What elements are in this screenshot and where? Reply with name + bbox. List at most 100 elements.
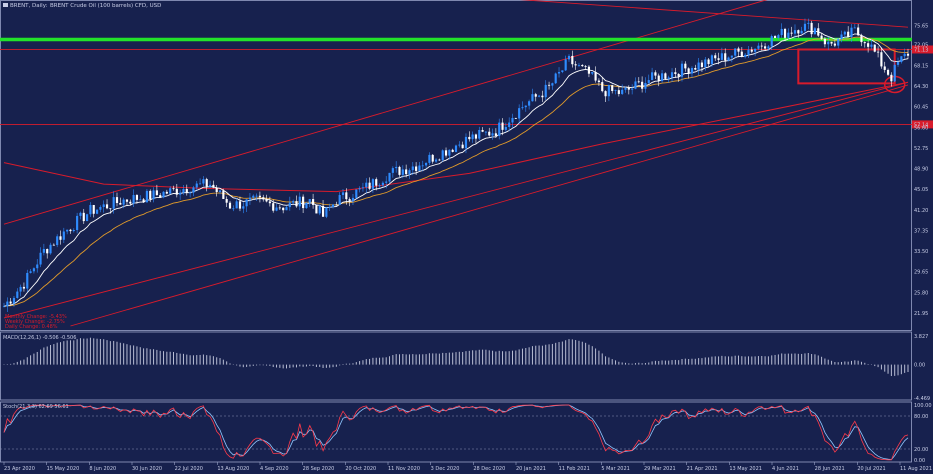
macd-bar: [402, 353, 404, 365]
macd-bar: [731, 356, 733, 365]
macd-bar: [631, 363, 633, 365]
macd-bar: [854, 360, 856, 365]
macd-bar: [53, 344, 55, 365]
candle-body: [594, 71, 597, 81]
candle-body: [298, 196, 301, 207]
candle-body: [132, 195, 135, 204]
candle-body: [740, 51, 743, 57]
fast-ma-line: [3, 30, 909, 307]
macd-bar: [538, 345, 540, 365]
candle-body: [820, 35, 823, 39]
macd-bar: [535, 345, 537, 365]
candle-body: [46, 248, 49, 254]
candle-body: [657, 75, 660, 82]
candle-body: [368, 182, 371, 189]
candle-body: [335, 204, 338, 206]
macd-bar: [618, 361, 620, 365]
macd-bar: [817, 355, 819, 365]
candle-body: [867, 43, 870, 47]
macd-bar: [159, 350, 161, 365]
candle-body: [391, 168, 394, 173]
macd-bar: [76, 339, 78, 365]
date-tick-label: 28 Dec 2020: [473, 466, 505, 472]
candle-body: [242, 206, 245, 209]
macd-bar: [369, 358, 371, 365]
macd-bar: [445, 352, 447, 365]
macd-bar: [182, 353, 184, 365]
candle-body: [112, 197, 115, 209]
macd-bar: [199, 354, 201, 365]
macd-bar: [571, 339, 573, 365]
stoch-tick-label: 100.00: [914, 403, 932, 409]
candle-body: [305, 202, 308, 209]
candle-body: [218, 190, 222, 192]
date-tick-label: 29 Mar 2021: [644, 466, 676, 472]
candle-body: [664, 73, 667, 79]
candle-body: [122, 199, 125, 205]
candle-body: [129, 201, 132, 204]
macd-bar: [315, 364, 317, 367]
candle-body: [534, 94, 537, 97]
candle-body: [621, 89, 624, 94]
macd-tick-label: 0.00: [914, 363, 925, 369]
candle-body: [837, 39, 840, 46]
macd-bar: [611, 359, 613, 365]
macd-bar: [239, 364, 241, 367]
candle-body: [172, 188, 175, 190]
candle-body: [843, 31, 846, 35]
macd-bar: [362, 360, 364, 365]
macd-bar: [20, 360, 22, 365]
candle-body: [903, 53, 906, 57]
candle-body: [807, 22, 810, 24]
macd-bar: [605, 356, 607, 365]
macd-bar: [63, 341, 65, 365]
price-tick-label: 29.65: [914, 270, 928, 276]
macd-bar: [133, 345, 135, 365]
macd-bar: [485, 349, 487, 365]
macd-bar: [894, 364, 896, 376]
candle-body: [185, 188, 188, 193]
candle-body: [135, 195, 139, 200]
candle-body: [238, 201, 242, 209]
candle-body: [252, 195, 255, 198]
macd-bar: [46, 346, 48, 365]
macd-bar: [495, 351, 497, 365]
candle-body: [165, 191, 168, 194]
date-tick-label: 11 Aug 2021: [900, 466, 932, 472]
candle-body: [521, 107, 524, 109]
candle-body: [777, 35, 780, 39]
candle-body: [255, 195, 258, 197]
candle-body: [262, 197, 265, 200]
macd-bar: [641, 363, 643, 365]
macd-bar: [548, 344, 550, 365]
candle-body: [734, 48, 737, 56]
macd-bar: [339, 364, 341, 366]
candle-body: [2, 306, 6, 308]
candle-body: [727, 57, 730, 61]
date-tick-label: 28 Jun 2021: [815, 466, 845, 472]
macd-bar: [163, 351, 165, 365]
chart-description: BRENT Crude Oil (100 barrels) CFD, USD: [50, 3, 161, 9]
macd-bar: [525, 348, 527, 365]
candle-body: [850, 27, 853, 37]
macd-bar: [851, 360, 852, 365]
candle-body: [142, 199, 145, 203]
macd-bar: [309, 364, 311, 366]
channel-top-line: [3, 0, 768, 225]
macd-bar: [841, 361, 843, 365]
channel-mid-line: [3, 81, 909, 319]
macd-bar: [658, 361, 660, 365]
candle-body: [900, 56, 903, 63]
date-tick-label: 20 Jul 2021: [857, 466, 885, 472]
macd-bar: [359, 361, 361, 365]
candle-body: [644, 82, 647, 89]
candle-body: [464, 136, 468, 149]
candle-body: [32, 268, 35, 272]
macd-bar: [302, 364, 304, 367]
macd-bar: [797, 353, 799, 365]
candle-body: [381, 182, 384, 186]
candle-body: [694, 67, 697, 70]
macd-bar: [718, 356, 720, 365]
candle-body: [524, 105, 527, 108]
